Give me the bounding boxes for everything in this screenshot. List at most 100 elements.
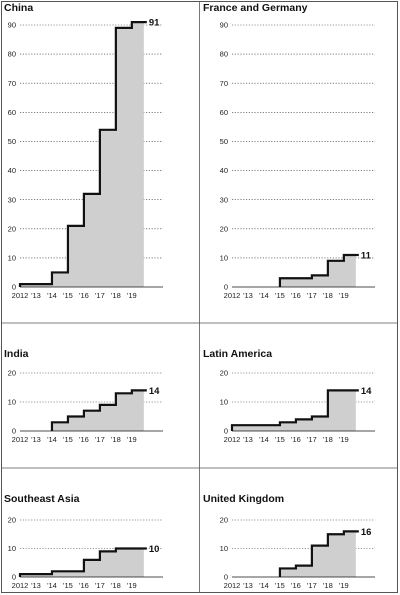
end-value-label: 10 xyxy=(149,544,160,555)
panel-title: Latin America xyxy=(203,348,272,360)
series-step-line xyxy=(18,547,147,577)
panel-0: China 0 10 20 30 40 50 60 70 80 90 2012'13 '14 '15 '16… xyxy=(4,2,163,300)
panel-5: United Kingdom 0 10 20 2012'13 '14 '15 '16 '17 '1… xyxy=(203,493,375,590)
x-tick-label: '16 xyxy=(291,435,301,444)
y-tick-label: 40 xyxy=(220,166,228,175)
y-tick-label: 80 xyxy=(220,50,228,59)
x-tick-label: '16 xyxy=(79,435,89,444)
x-tick-label: '13 xyxy=(31,581,41,590)
y-tick-label: 0 xyxy=(224,283,228,292)
x-tick-label: '17 xyxy=(307,291,317,300)
end-value-label: 14 xyxy=(149,386,160,397)
series-step-line xyxy=(278,253,359,287)
y-tick-label: 0 xyxy=(12,283,16,292)
panel-title: Southeast Asia xyxy=(4,493,80,505)
x-tick-label: '19 xyxy=(127,435,137,444)
y-tick-label: 10 xyxy=(220,398,228,407)
panel-title: United Kingdom xyxy=(203,493,284,505)
x-tick-label: '17 xyxy=(95,291,105,300)
series-area xyxy=(20,22,144,287)
series-step-line xyxy=(278,530,359,577)
y-tick-label: 80 xyxy=(8,50,16,59)
y-tick-label: 70 xyxy=(220,79,228,88)
x-tick-label: '17 xyxy=(307,435,317,444)
x-tick-label: '17 xyxy=(307,581,317,590)
y-tick-label: 90 xyxy=(220,21,228,30)
x-tick-label: '15 xyxy=(275,581,285,590)
y-tick-label: 20 xyxy=(8,369,16,378)
x-tick-label: 2012 xyxy=(224,435,241,444)
x-tick-label: '18 xyxy=(111,581,121,590)
x-tick-label: '18 xyxy=(111,435,121,444)
panel-2: India 0 10 20 2012'13 '14 '15 '16 '17 '18 '19 14 xyxy=(4,348,163,444)
x-tick-label: 2012 xyxy=(224,291,241,300)
x-tick-label: '14 xyxy=(259,581,269,590)
end-value-label: 16 xyxy=(361,527,372,538)
end-value-label: 14 xyxy=(361,386,372,397)
series-area xyxy=(232,390,356,431)
series-area xyxy=(279,531,356,577)
x-tick-label: '19 xyxy=(127,581,137,590)
panel-title: China xyxy=(4,2,33,14)
series-step-line xyxy=(230,389,359,431)
y-tick-label: 50 xyxy=(8,137,16,146)
x-tick-label: '16 xyxy=(79,291,89,300)
y-tick-label: 10 xyxy=(8,398,16,407)
y-tick-label: 0 xyxy=(12,427,16,436)
x-tick-label: '14 xyxy=(259,291,269,300)
x-tick-label: '13 xyxy=(31,291,41,300)
y-tick-label: 60 xyxy=(220,108,228,117)
y-tick-label: 30 xyxy=(220,195,228,204)
x-tick-label: '19 xyxy=(339,291,349,300)
x-tick-label: '15 xyxy=(275,291,285,300)
series-step-line xyxy=(18,20,147,287)
end-value-label: 11 xyxy=(361,250,372,261)
y-tick-label: 20 xyxy=(8,516,16,525)
panel-1: France and Germany 0 10 20 30 40 50 60 70 80 90 201… xyxy=(203,2,375,300)
y-tick-label: 90 xyxy=(8,21,16,30)
x-tick-label: '13 xyxy=(243,291,253,300)
x-tick-label: '17 xyxy=(95,581,105,590)
panel-title: India xyxy=(4,348,29,360)
y-tick-label: 10 xyxy=(8,253,16,262)
x-tick-label: 2012 xyxy=(12,291,29,300)
panel-title: France and Germany xyxy=(203,2,308,14)
x-tick-label: '14 xyxy=(47,435,57,444)
series-step-line xyxy=(50,389,147,431)
x-tick-label: '18 xyxy=(323,435,333,444)
y-tick-label: 50 xyxy=(220,137,228,146)
x-tick-label: '16 xyxy=(291,581,301,590)
y-tick-label: 70 xyxy=(8,79,16,88)
panel-3: Latin America 0 10 20 2012'13 '14 '15 '16 '17 '18… xyxy=(203,348,375,444)
x-tick-label: 2012 xyxy=(12,435,29,444)
y-tick-label: 20 xyxy=(220,224,228,233)
y-tick-label: 0 xyxy=(224,427,228,436)
x-tick-label: '18 xyxy=(323,291,333,300)
x-tick-label: '13 xyxy=(31,435,41,444)
y-tick-label: 30 xyxy=(8,195,16,204)
y-tick-label: 20 xyxy=(220,516,228,525)
series-area xyxy=(20,548,144,577)
x-tick-label: '17 xyxy=(95,435,105,444)
x-tick-label: '19 xyxy=(339,581,349,590)
y-tick-label: 0 xyxy=(224,573,228,582)
x-tick-label: 2012 xyxy=(12,581,29,590)
y-tick-label: 10 xyxy=(220,253,228,262)
x-tick-label: '13 xyxy=(243,581,253,590)
end-value-label: 91 xyxy=(149,18,160,29)
x-tick-label: '14 xyxy=(47,291,57,300)
x-tick-label: '14 xyxy=(259,435,269,444)
x-tick-label: '18 xyxy=(323,581,333,590)
y-tick-label: 60 xyxy=(8,108,16,117)
x-tick-label: '18 xyxy=(111,291,121,300)
x-tick-label: '15 xyxy=(63,291,73,300)
x-tick-label: '15 xyxy=(275,435,285,444)
x-tick-label: '16 xyxy=(291,291,301,300)
x-tick-label: '16 xyxy=(79,581,89,590)
x-tick-label: 2012 xyxy=(224,581,241,590)
y-tick-label: 0 xyxy=(12,573,16,582)
x-tick-label: '15 xyxy=(63,581,73,590)
y-tick-label: 10 xyxy=(220,544,228,553)
x-tick-label: '15 xyxy=(63,435,73,444)
